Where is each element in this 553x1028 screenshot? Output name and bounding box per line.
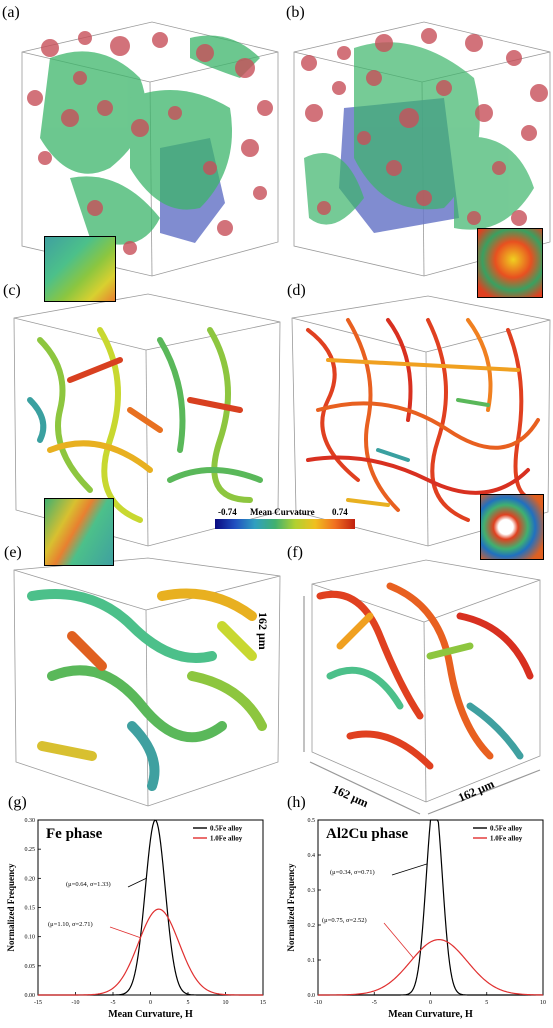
x-axis-label: Mean Curvature, H bbox=[108, 1009, 193, 1020]
annotation-pointer-1 bbox=[391, 863, 428, 876]
panel-label-c: (c) bbox=[3, 282, 21, 299]
panel-e-curvature-render bbox=[13, 557, 281, 807]
panel-a-al2cu-phase bbox=[27, 31, 273, 255]
series-line-1 bbox=[38, 819, 263, 996]
panel-f-curvature-render bbox=[303, 559, 541, 815]
annotation-pointer-2 bbox=[383, 922, 414, 959]
x-tick-label: 10 bbox=[223, 1000, 229, 1006]
panel-a-3d-render bbox=[21, 21, 279, 277]
x-tick-label: 0 bbox=[149, 1000, 152, 1006]
x-tick-label: 0 bbox=[429, 1000, 432, 1006]
panel-d-curvature-render bbox=[291, 295, 551, 547]
panel-e-fe-network bbox=[27, 588, 267, 791]
legend-label-2: 1.0Fe alloy bbox=[490, 835, 523, 843]
x-tick-label: 15 bbox=[260, 1000, 266, 1006]
x-axis-label: Mean Curvature, H bbox=[388, 1009, 473, 1020]
series-annotation-2: (μ=1.10, σ=2.71) bbox=[48, 921, 93, 928]
chart-al2cu-phase: -10 -5 0 5 10 0.0 0.1 0.2 0.3 0.4 0.5 Mean Curvatur… bbox=[286, 818, 546, 1020]
panel-d-al2cu-network bbox=[306, 318, 540, 522]
y-tick-label: 0.00 bbox=[25, 993, 36, 999]
y-tick-label: 0.20 bbox=[25, 876, 36, 882]
panel-b-al2cu-phase bbox=[301, 28, 548, 226]
series-line-2 bbox=[318, 939, 544, 996]
series-line-1 bbox=[318, 819, 543, 996]
panel-f-al2cu-network bbox=[316, 582, 534, 770]
y-tick-label: 0.05 bbox=[25, 964, 36, 970]
x-tick-label: -5 bbox=[111, 1000, 116, 1006]
colorbar-gradient bbox=[215, 519, 355, 529]
y-axis-label: Normalized Frequency bbox=[286, 863, 296, 952]
x-tick-label: 5 bbox=[187, 1000, 190, 1006]
chart-title: Al2Cu phase bbox=[326, 826, 408, 842]
panel-label-e: (e) bbox=[4, 544, 22, 561]
y-tick-label: 0.3 bbox=[308, 888, 316, 894]
y-tick-label: 0.2 bbox=[308, 923, 316, 929]
panel-f-cube-frame bbox=[311, 559, 541, 803]
panel-b-3d-render bbox=[293, 21, 551, 277]
colorbar-min-label: -0.74 bbox=[218, 507, 237, 517]
panel-label-d: (d) bbox=[287, 282, 306, 299]
annotation-pointer-1 bbox=[127, 877, 147, 888]
plot-frame bbox=[37, 819, 264, 996]
series-annotation-1: (μ=0.64, σ=1.33) bbox=[66, 881, 111, 888]
y-tick-label: 0.25 bbox=[25, 847, 36, 853]
dimension-height-label: 162 μm bbox=[256, 612, 270, 650]
panel-e-zoom-inset bbox=[44, 498, 114, 566]
x-tick-label: 10 bbox=[540, 1000, 546, 1006]
y-tick-label: 0.0 bbox=[308, 993, 316, 999]
x-tick-label: -10 bbox=[72, 1000, 80, 1006]
y-tick-label: 0.4 bbox=[308, 853, 316, 859]
y-tick-label: 0.10 bbox=[25, 935, 36, 941]
series-annotation-1: (μ=0.34, σ=0.71) bbox=[330, 869, 375, 876]
panel-c-fe-network bbox=[27, 327, 263, 523]
panel-c-zoom-inset bbox=[44, 236, 116, 302]
y-tick-label: 0.15 bbox=[25, 906, 36, 912]
colorbar-title: Mean Curvature bbox=[250, 507, 315, 517]
panel-d-zoom-inset bbox=[477, 228, 543, 298]
x-tick-label: -15 bbox=[34, 1000, 42, 1006]
plot-frame bbox=[317, 819, 544, 996]
legend-label-2: 1.0Fe alloy bbox=[210, 835, 243, 843]
panel-f-dimension-arrows bbox=[303, 596, 541, 815]
chart-fe-phase: -15 -10 -5 0 5 10 15 0.00 0.05 0.10 0.15 0.20 0.25 0.… bbox=[6, 818, 266, 1020]
chart-title: Fe phase bbox=[46, 826, 103, 842]
x-tick-label: -5 bbox=[372, 1000, 377, 1006]
annotation-pointer-2 bbox=[109, 926, 141, 939]
panel-label-a: (a) bbox=[2, 4, 20, 21]
panel-f-zoom-inset bbox=[480, 494, 544, 560]
y-axis-label: Normalized Frequency bbox=[6, 863, 16, 952]
panel-label-g: (g) bbox=[8, 794, 27, 811]
y-tick-label: 0.30 bbox=[25, 818, 36, 824]
legend-label-1: 0.5Fe alloy bbox=[490, 825, 523, 833]
panel-c-curvature-render bbox=[13, 293, 281, 547]
x-tick-label: -10 bbox=[314, 1000, 322, 1006]
y-tick-label: 0.1 bbox=[308, 958, 316, 964]
y-tick-label: 0.5 bbox=[308, 818, 316, 824]
panel-label-h: (h) bbox=[287, 794, 306, 811]
panel-label-f: (f) bbox=[287, 544, 303, 561]
legend-label-1: 0.5Fe alloy bbox=[210, 825, 243, 833]
series-annotation-2: (μ=0.75, σ=2.52) bbox=[322, 917, 367, 924]
x-tick-label: 5 bbox=[485, 1000, 488, 1006]
series-line-2 bbox=[38, 908, 263, 996]
panel-a-fe-phase bbox=[40, 35, 260, 245]
panel-label-b: (b) bbox=[286, 4, 305, 21]
colorbar-max-label: 0.74 bbox=[332, 507, 348, 517]
